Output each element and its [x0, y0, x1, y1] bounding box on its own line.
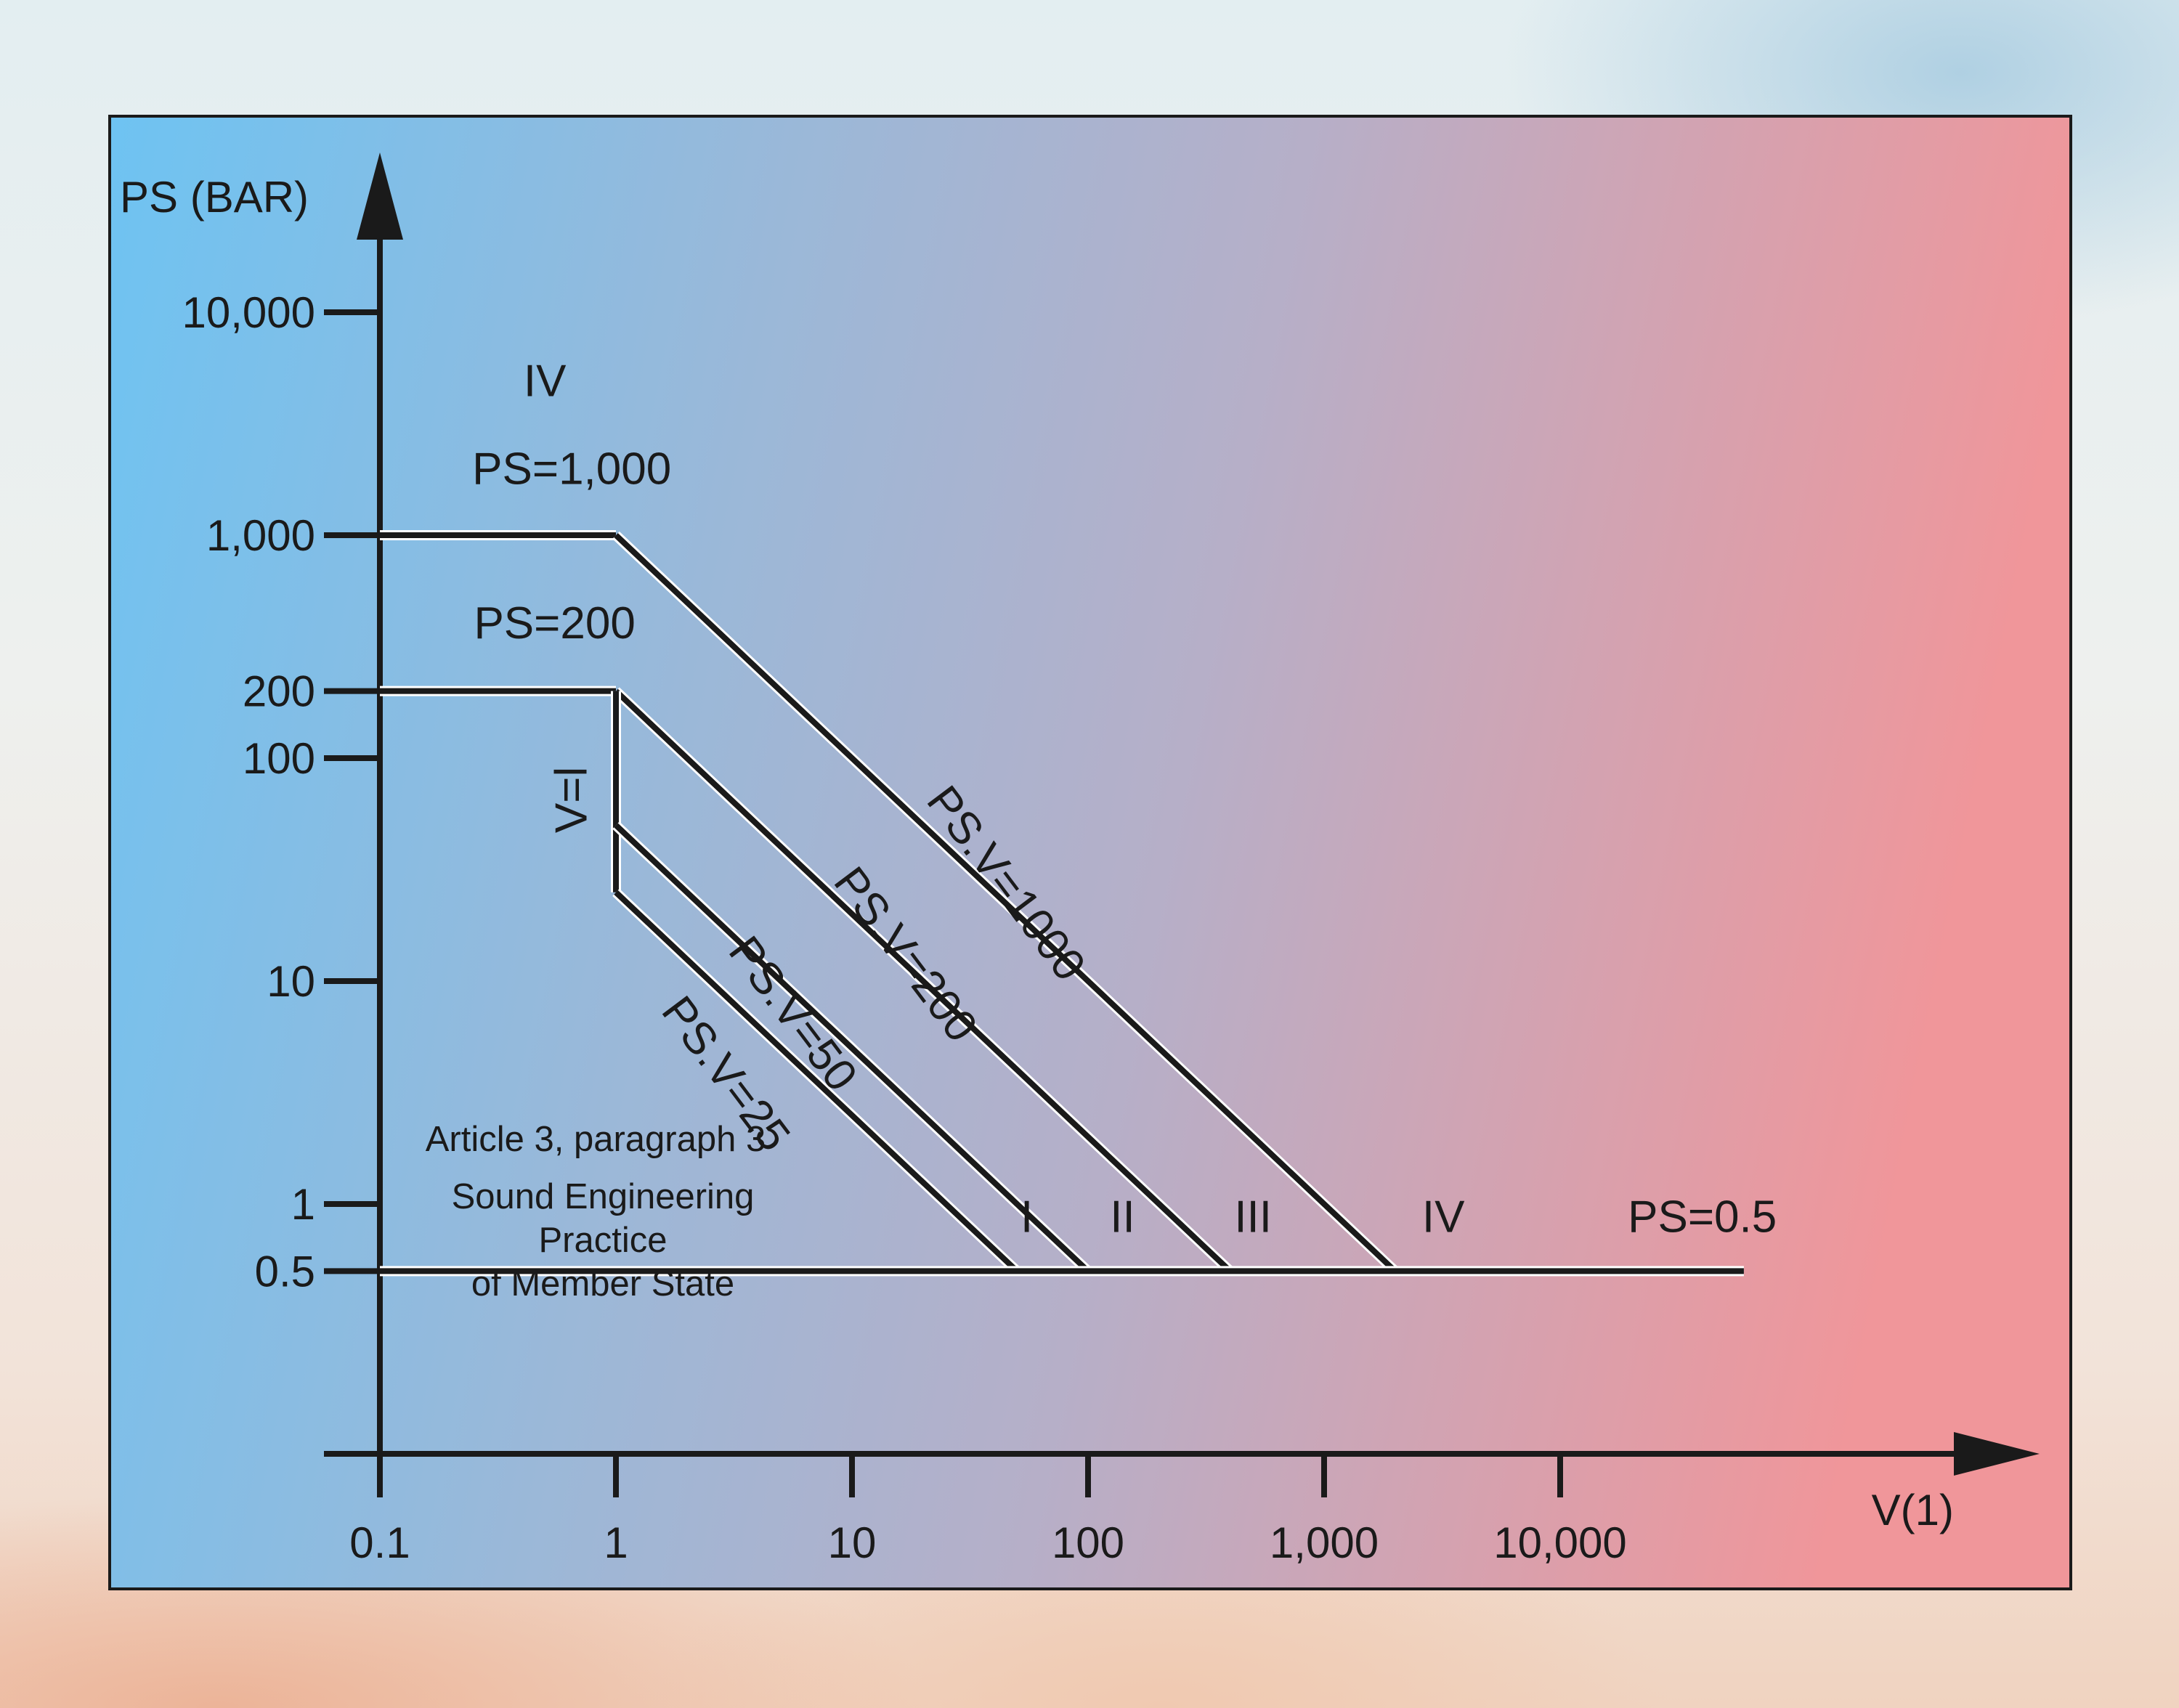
y-tick-label: 1 [291, 1180, 315, 1229]
annotation-label: PS=200 [474, 598, 635, 648]
annotation-label: PS=0.5 [1628, 1192, 1777, 1242]
annotation-label: IV [524, 357, 567, 407]
annotation-label: I [1020, 1192, 1033, 1242]
x-tick-label: 10 [828, 1518, 877, 1567]
x-tick-label: 100 [1052, 1518, 1124, 1567]
x-axis-label: V(1) [1872, 1486, 1954, 1534]
y-axis-arrow [357, 152, 403, 240]
series-line [614, 688, 1233, 1274]
x-tick-label: 10,000 [1493, 1518, 1627, 1567]
note-line-4: of Member State [471, 1264, 734, 1304]
x-axis-arrow [1954, 1432, 2040, 1476]
series-line [614, 533, 1397, 1274]
footnote: Article 3, paragraph 3 Sound Engineering… [426, 1120, 766, 1304]
y-tick-label: 10,000 [182, 288, 315, 337]
annotation-label: III [1234, 1192, 1272, 1242]
annotation-label: V=l [546, 767, 596, 833]
y-tick-label: 1,000 [206, 511, 315, 560]
series-line [614, 823, 1090, 1274]
x-tick-label: 1,000 [1270, 1518, 1379, 1567]
plot-panel [108, 115, 2072, 1590]
note-line-3: Practice [538, 1221, 667, 1260]
note-line-1: Article 3, paragraph 3 [426, 1120, 766, 1159]
y-tick-label: 0.5 [255, 1247, 315, 1296]
y-tick-label: 200 [243, 667, 315, 716]
note-line-2: Sound Engineering [452, 1177, 755, 1216]
annotation-label: IV [1422, 1192, 1465, 1242]
x-tick-label: 0.1 [349, 1518, 410, 1567]
series-line [614, 890, 1019, 1274]
y-tick-label: 100 [243, 734, 315, 783]
y-tick-label: 10 [267, 957, 315, 1006]
x-tick-label: 1 [604, 1518, 628, 1567]
y-axis-label: PS (BAR) [120, 173, 309, 221]
annotation-label: PS=1,000 [472, 444, 671, 494]
annotation-label: II [1110, 1192, 1135, 1242]
